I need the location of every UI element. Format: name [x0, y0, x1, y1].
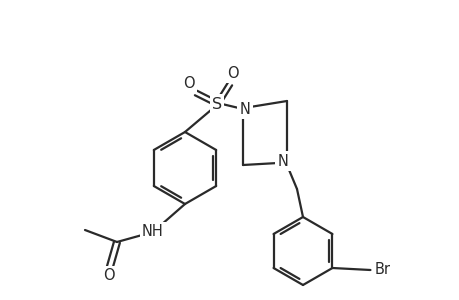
Text: N: N — [277, 154, 288, 169]
Text: N: N — [239, 101, 250, 116]
Text: O: O — [183, 76, 195, 91]
Text: Br: Br — [374, 262, 390, 278]
Text: NH: NH — [142, 224, 163, 239]
Text: O: O — [227, 65, 238, 80]
Text: S: S — [212, 97, 222, 112]
Text: O: O — [103, 268, 115, 284]
